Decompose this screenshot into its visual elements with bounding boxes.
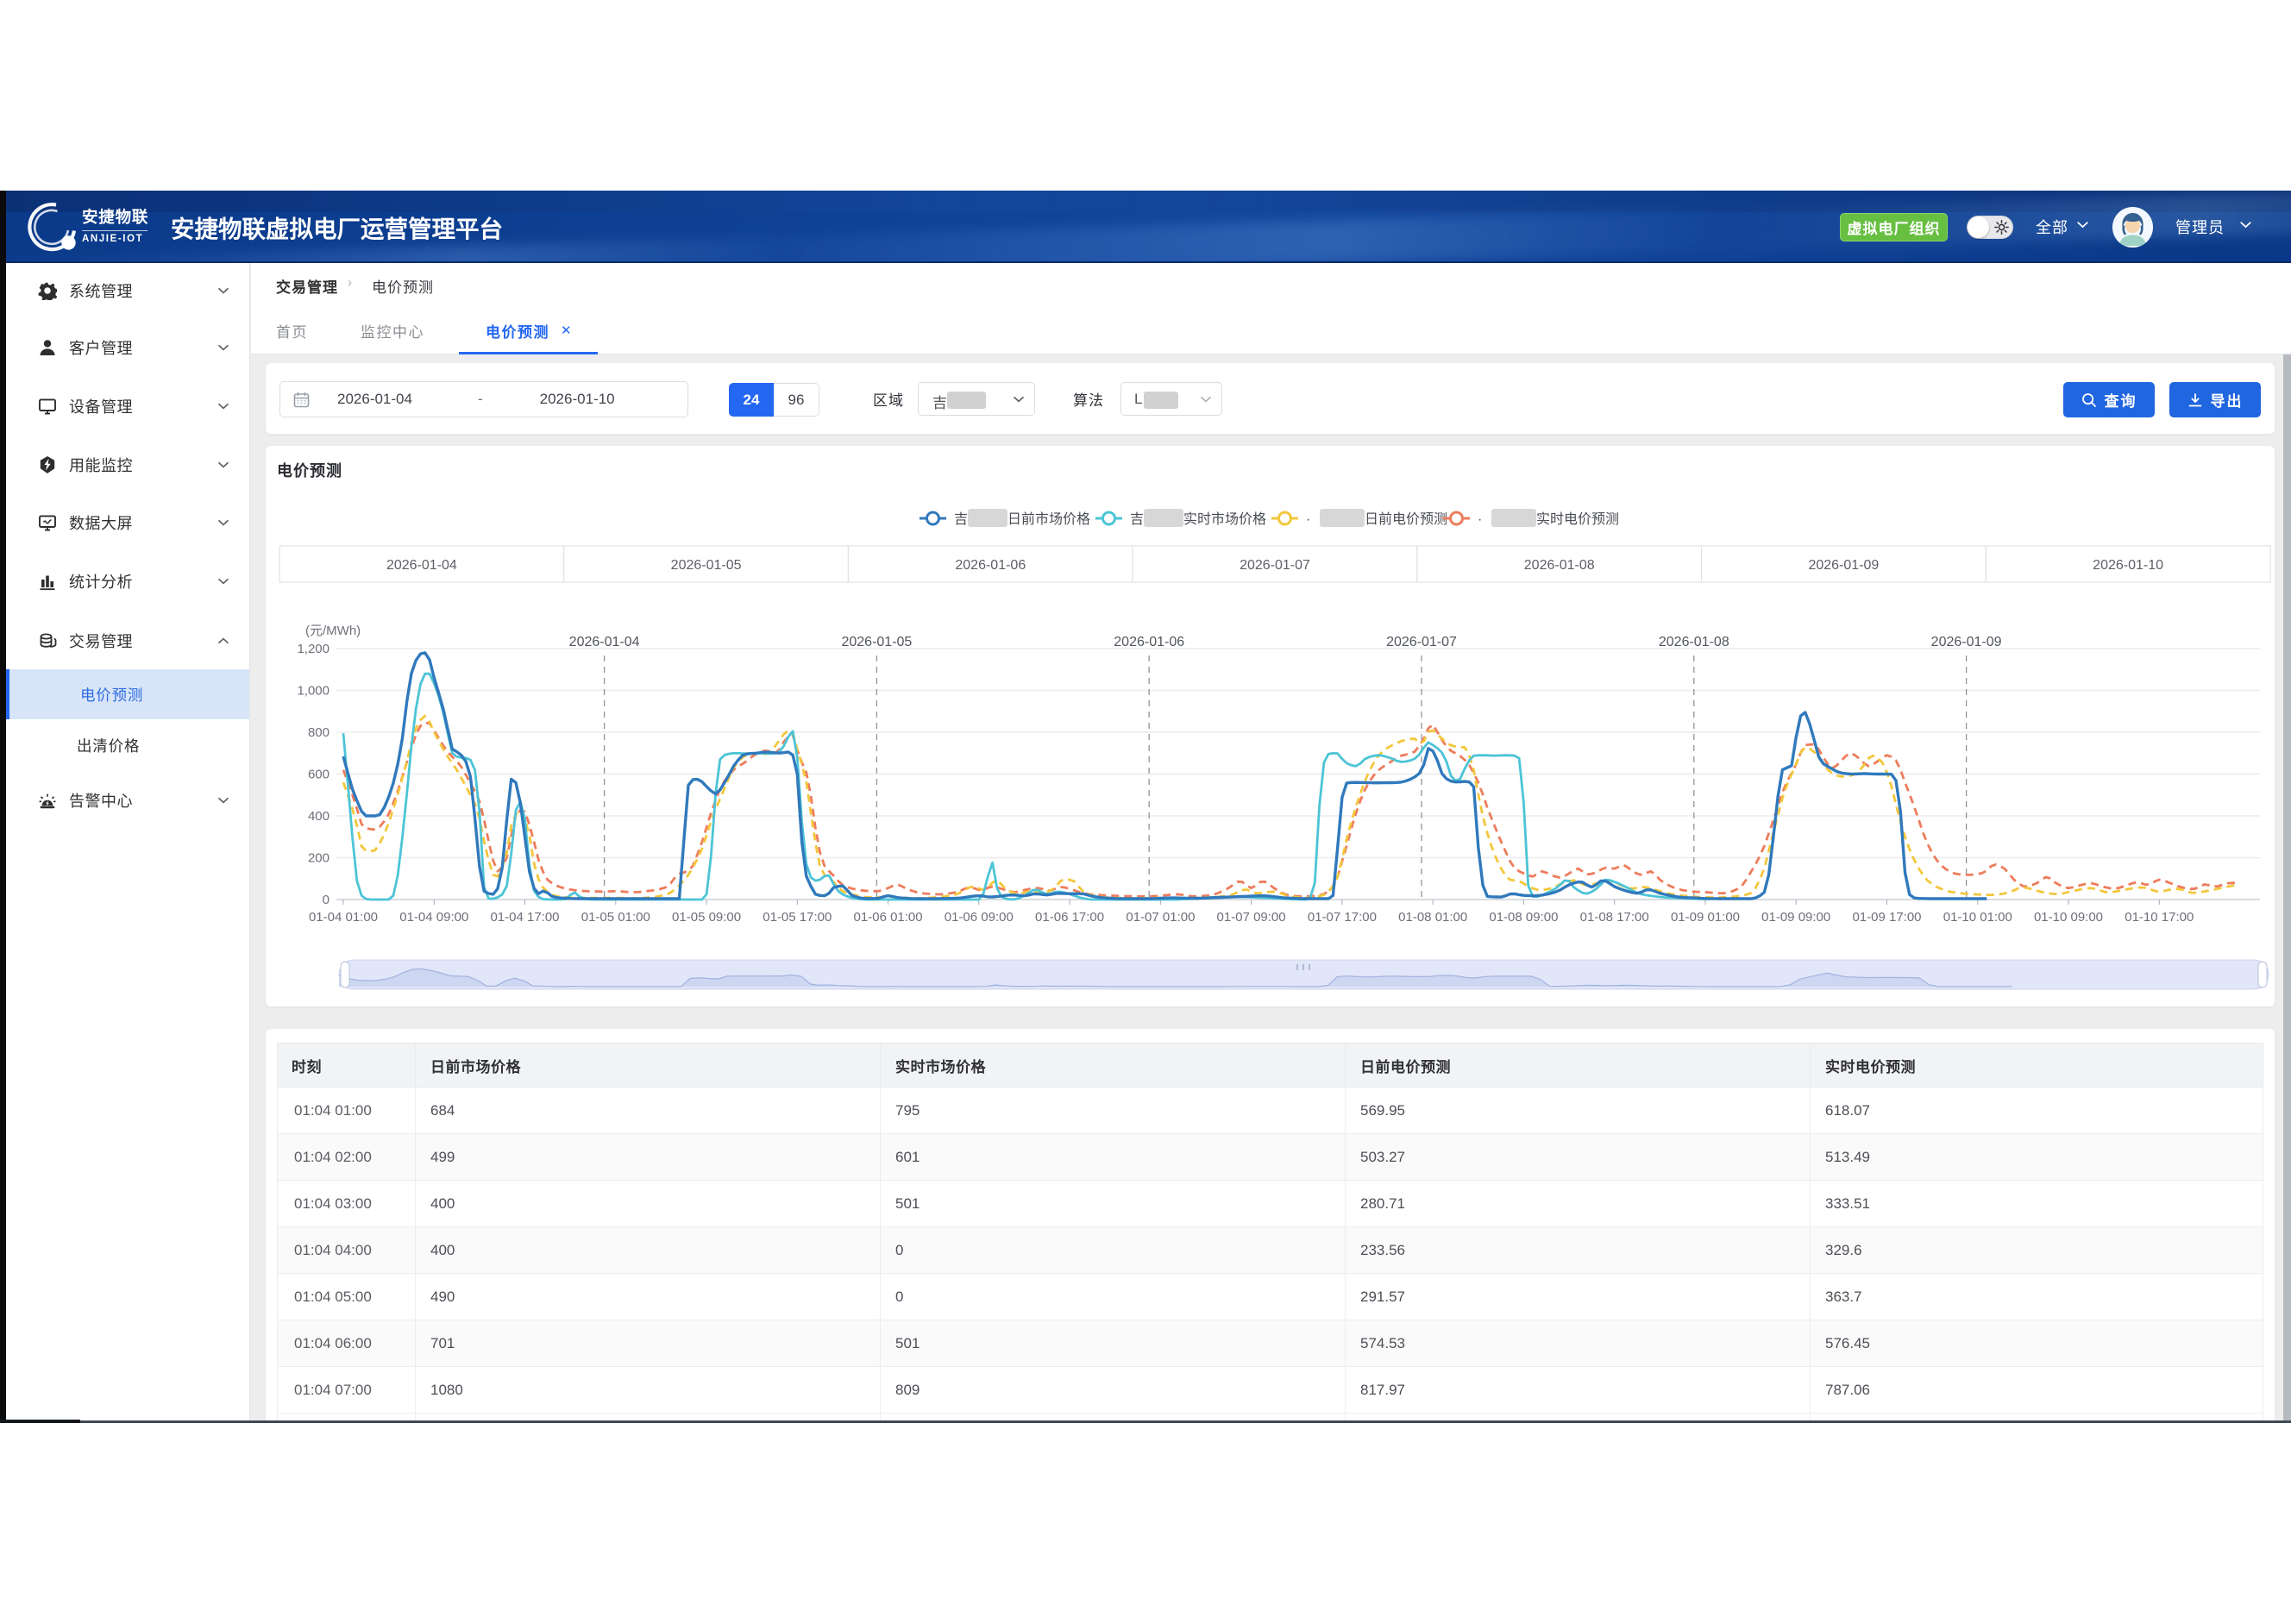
svg-text:01-04 09:00: 01-04 09:00 [399, 910, 468, 925]
svg-text:01-06 17:00: 01-06 17:00 [1035, 910, 1104, 925]
svg-text:2026-01-04: 2026-01-04 [386, 558, 457, 573]
svg-text:200: 200 [308, 851, 330, 866]
svg-text:2026-01-05: 2026-01-05 [671, 558, 742, 573]
svg-text:2026-01-07: 2026-01-07 [1240, 558, 1310, 573]
svg-text:2026-01-08: 2026-01-08 [1659, 635, 1729, 649]
svg-text:01-07 01:00: 01-07 01:00 [1126, 910, 1195, 925]
svg-text:01-10 01:00: 01-10 01:00 [1943, 910, 2012, 925]
svg-text:800: 800 [308, 725, 330, 740]
svg-text:01-06 01:00: 01-06 01:00 [854, 910, 923, 925]
svg-text:1,000: 1,000 [297, 684, 330, 699]
svg-text:01-10 09:00: 01-10 09:00 [2034, 910, 2103, 925]
svg-text:1,200: 1,200 [297, 642, 330, 656]
svg-text:01-05 09:00: 01-05 09:00 [672, 910, 741, 925]
svg-text:0: 0 [323, 893, 330, 907]
svg-text:2026-01-09: 2026-01-09 [1808, 558, 1879, 573]
svg-text:吉: 吉 [954, 511, 968, 527]
svg-text:01-06 09:00: 01-06 09:00 [945, 910, 1014, 925]
svg-text:2026-01-06: 2026-01-06 [955, 558, 1026, 573]
svg-text:01-05 17:00: 01-05 17:00 [763, 910, 832, 925]
svg-text:吉: 吉 [1130, 511, 1144, 527]
svg-text:01-07 17:00: 01-07 17:00 [1308, 910, 1377, 925]
svg-text:2026-01-09: 2026-01-09 [1931, 635, 2002, 649]
svg-text:01-04 01:00: 01-04 01:00 [309, 910, 378, 925]
svg-text:·: · [1306, 512, 1310, 527]
svg-text:01-09 17:00: 01-09 17:00 [1852, 910, 1921, 925]
svg-text:2026-01-08: 2026-01-08 [1524, 558, 1595, 573]
svg-text:01-08 01:00: 01-08 01:00 [1398, 910, 1467, 925]
svg-text:2026-01-10: 2026-01-10 [2093, 558, 2163, 573]
svg-text:(元/MWh): (元/MWh) [305, 624, 361, 638]
svg-text:01-09 09:00: 01-09 09:00 [1761, 910, 1830, 925]
svg-text:实时电价预测: 实时电价预测 [1536, 511, 1619, 527]
svg-text:01-10 17:00: 01-10 17:00 [2125, 910, 2194, 925]
svg-text:01-07 09:00: 01-07 09:00 [1217, 910, 1286, 925]
svg-text:2026-01-05: 2026-01-05 [841, 635, 912, 649]
svg-text:01-08 09:00: 01-08 09:00 [1489, 910, 1558, 925]
svg-text:600: 600 [308, 768, 330, 782]
svg-text:01-05 01:00: 01-05 01:00 [581, 910, 650, 925]
svg-text:01-09 01:00: 01-09 01:00 [1671, 910, 1740, 925]
svg-text:2026-01-04: 2026-01-04 [569, 635, 640, 649]
svg-text:400: 400 [308, 809, 330, 824]
svg-text:2026-01-06: 2026-01-06 [1114, 635, 1184, 649]
svg-text:·: · [1478, 512, 1482, 527]
svg-text:01-04 17:00: 01-04 17:00 [490, 910, 559, 925]
svg-text:日前电价预测: 日前电价预测 [1365, 511, 1447, 527]
svg-text:2026-01-07: 2026-01-07 [1386, 635, 1457, 649]
svg-text:01-08 17:00: 01-08 17:00 [1580, 910, 1649, 925]
svg-text:日前市场价格: 日前市场价格 [1007, 511, 1090, 527]
svg-text:实时市场价格: 实时市场价格 [1183, 511, 1266, 527]
